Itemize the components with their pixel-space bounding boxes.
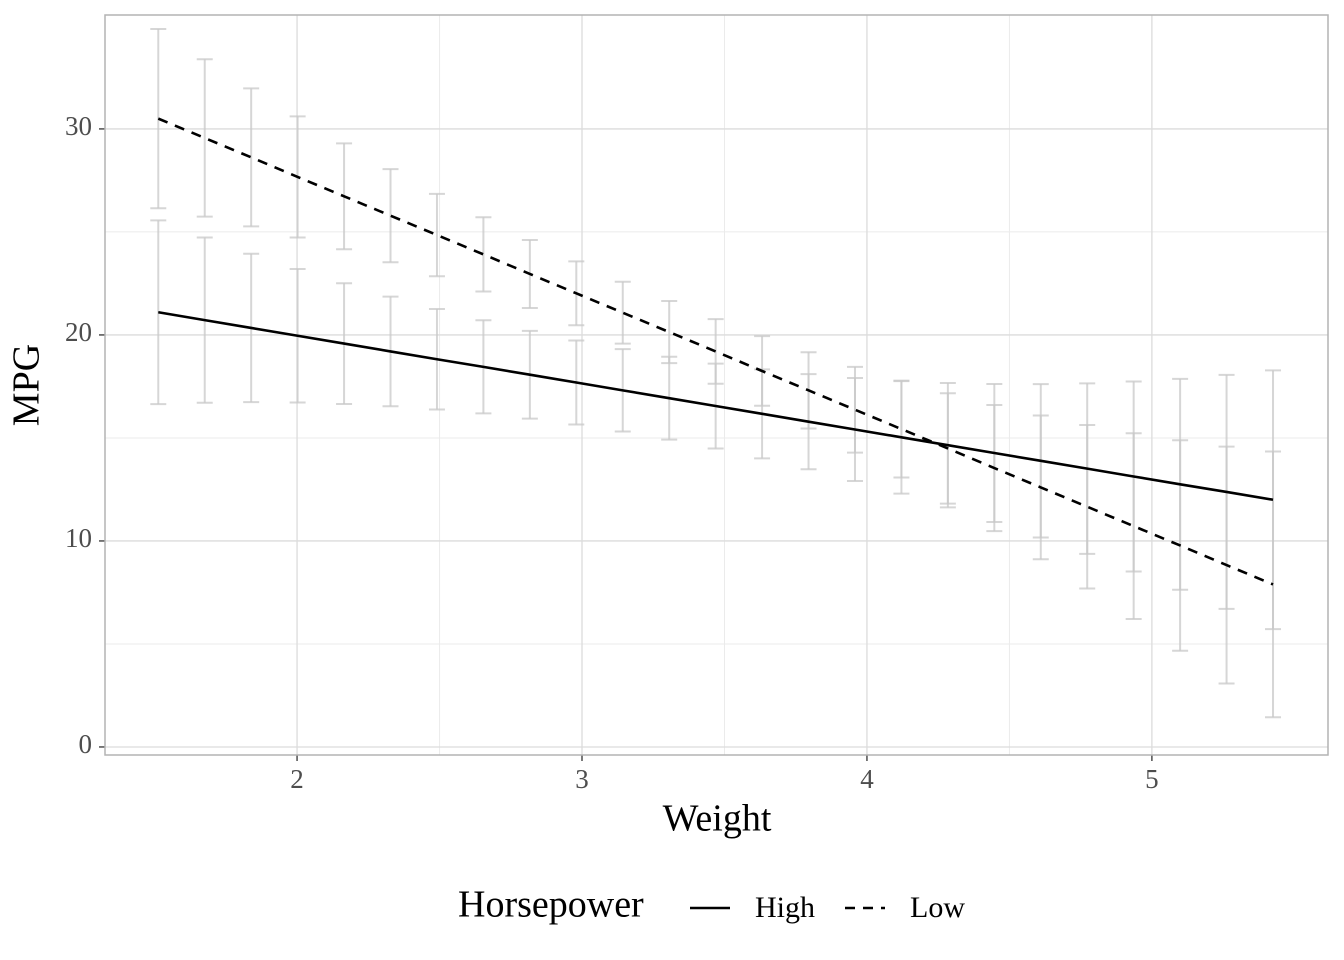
plot-border [104,14,1329,756]
y-tick-label: 30 [65,111,92,141]
x-tick-label: 2 [290,764,304,794]
x-axis-title: Weight [663,798,772,840]
error-bar [1125,432,1142,621]
y-tick-label: 10 [65,523,92,553]
line [157,117,1274,586]
legend-title: Horsepower [458,884,644,926]
error-bar [475,216,492,293]
line [158,310,1274,502]
y-tick-label: 0 [79,729,93,759]
y-tick-label: 20 [65,317,92,347]
error-bar [196,58,213,218]
error-bar [382,168,399,264]
legend-label: High [755,891,815,924]
x-tick-label: 5 [1145,764,1159,794]
error-bar [614,280,631,345]
error-bar [1079,423,1096,590]
error-bar [846,365,863,454]
x-tick-label: 4 [860,764,874,794]
legend-label: Low [910,891,965,924]
error-bar [661,299,678,365]
y-axis-title: MPG [6,344,48,426]
x-tick-label: 3 [575,764,589,794]
error-bar [243,87,260,228]
error-bar [707,318,724,385]
error-bar [428,192,445,278]
error-bar [893,379,910,479]
